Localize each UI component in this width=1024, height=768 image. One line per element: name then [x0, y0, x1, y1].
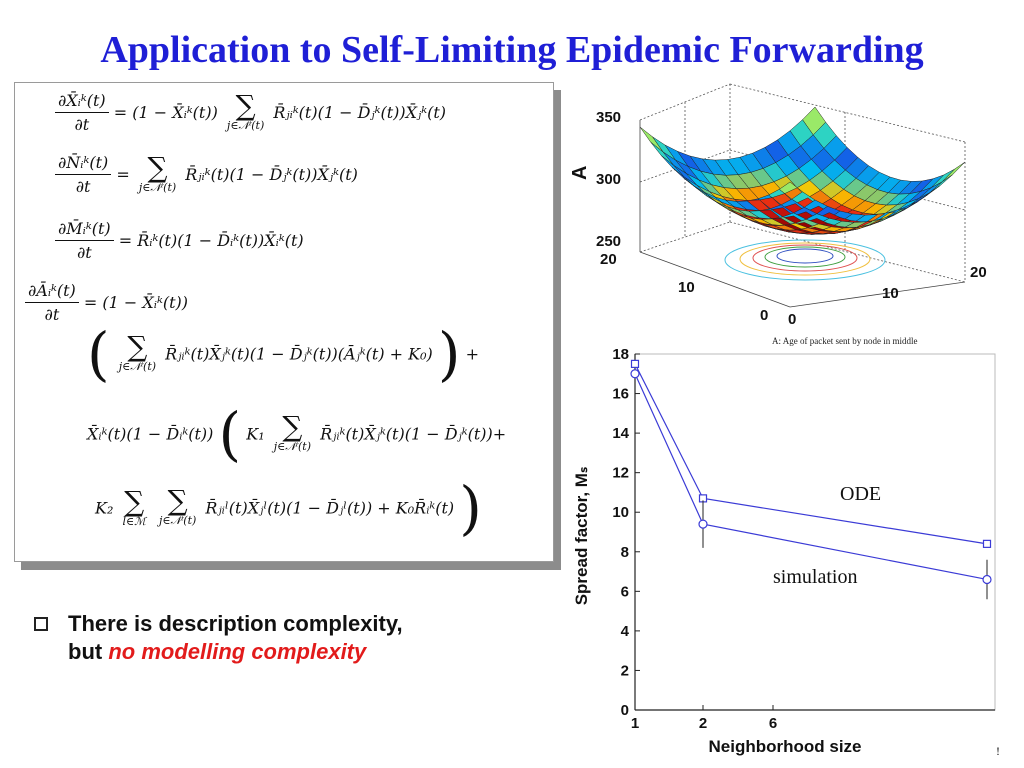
x-axis-title: Neighborhood size [709, 737, 862, 756]
y-tick-label: 16 [612, 386, 629, 403]
x-tick-20: 20 [600, 251, 617, 268]
equation-n: ∂N̄ᵢᵏ(t) ∂t = ∑ j∈𝒩ⁱ(t) R̄ⱼᵢᵏ(t)(1 − D̄ⱼᵏ(… [55, 153, 358, 196]
y-tick-0: 0 [788, 311, 796, 328]
bullet-line1: There is description complexity, [68, 611, 403, 636]
data-point-ODE [982, 539, 992, 548]
series-label-ode: ODE [840, 483, 881, 505]
z-tick-250: 250 [596, 233, 621, 250]
y-tick-label: 2 [621, 662, 629, 679]
equation-a-term2: X̄ᵢᵏ(t)(1 − D̄ᵢᵏ(t)) ( K₁ ∑ j∈𝒩ⁱ(t) R̄ⱼᵢᵏ… [87, 400, 507, 468]
y-tick-label: 12 [612, 465, 629, 482]
z-tick-350: 350 [596, 109, 621, 126]
y-tick-label: 18 [612, 346, 629, 363]
bullet-emphasis: no modelling complexity [108, 639, 367, 664]
series-line-simulation [634, 373, 988, 581]
slide-title: Application to Self-Limiting Epidemic Fo… [100, 29, 924, 71]
z-tick-300: 300 [596, 171, 621, 188]
y-tick-10: 10 [882, 285, 899, 302]
equation-m: ∂M̄ᵢᵏ(t) ∂t = R̄ᵢᵏ(t)(1 − D̄ᵢᵏ(t))X̄ᵢᵏ(t) [55, 219, 304, 262]
equation-a-term3: K₂ ∑ l∈ℳ ∑ j∈𝒩ⁱ(t) R̄ⱼᵢˡ(t)X̄ⱼˡ(t)(1 − D̄ⱼ… [95, 474, 482, 542]
data-point-simulation [698, 519, 708, 529]
surface-caption: A: Age of packet sent by node in middle [772, 336, 918, 346]
data-point-ODE [630, 359, 640, 368]
surface-mesh [639, 106, 966, 235]
series-label-simulation: simulation [773, 566, 857, 588]
surface-plot: 350 300 250 A 20 10 0 0 10 20 [569, 83, 987, 328]
surface-facet [639, 126, 664, 153]
y-tick-label: 0 [621, 702, 629, 719]
y-tick-label: 10 [612, 504, 629, 521]
data-point-simulation [982, 574, 992, 585]
equation-x: ∂X̄ᵢᵏ(t) ∂t = (1 − X̄ᵢᵏ(t)) ∑ j∈𝒩ⁱ(t) R̄ⱼᵢ… [55, 91, 446, 134]
checkbox-bullet-icon [34, 617, 48, 631]
x-tick-label: 6 [769, 715, 777, 732]
surface-facet [941, 161, 966, 183]
x-tick-label: 1 [631, 715, 639, 732]
x-tick-label: 2 [699, 715, 707, 732]
equation-a-term1: ( ∑ j∈𝒩ⁱ(t) R̄ⱼᵢᵏ(t)X̄ⱼᵏ(t)(1 − D̄ⱼᵏ(t))(… [87, 320, 479, 388]
y-tick-label: 14 [612, 425, 629, 442]
surface-facet [811, 233, 835, 235]
y-tick-label: 4 [621, 623, 630, 640]
x-tick-10: 10 [678, 279, 695, 296]
y-tick-label: 6 [621, 583, 629, 600]
plot-frame [634, 353, 996, 711]
x-tick-0: 0 [760, 307, 768, 324]
bullet-line2-prefix: but [68, 639, 109, 664]
equation-panel: ∂X̄ᵢᵏ(t) ∂t = (1 − X̄ᵢᵏ(t)) ∑ j∈𝒩ⁱ(t) R̄ⱼᵢ… [14, 82, 554, 562]
y-axis-title: Spread factor, Mₛ [572, 467, 591, 606]
equation-a: ∂Āᵢᵏ(t) ∂t = (1 − X̄ᵢᵏ(t)) [25, 281, 188, 324]
y-tick-20: 20 [970, 264, 987, 281]
page-mark: ! [996, 744, 1000, 758]
z-axis-label: A [569, 166, 591, 180]
series-line-ODE [634, 363, 988, 545]
y-tick-label: 8 [621, 544, 629, 561]
bullet-text: There is description complexity, but no … [68, 610, 488, 666]
data-point-simulation [630, 369, 640, 379]
